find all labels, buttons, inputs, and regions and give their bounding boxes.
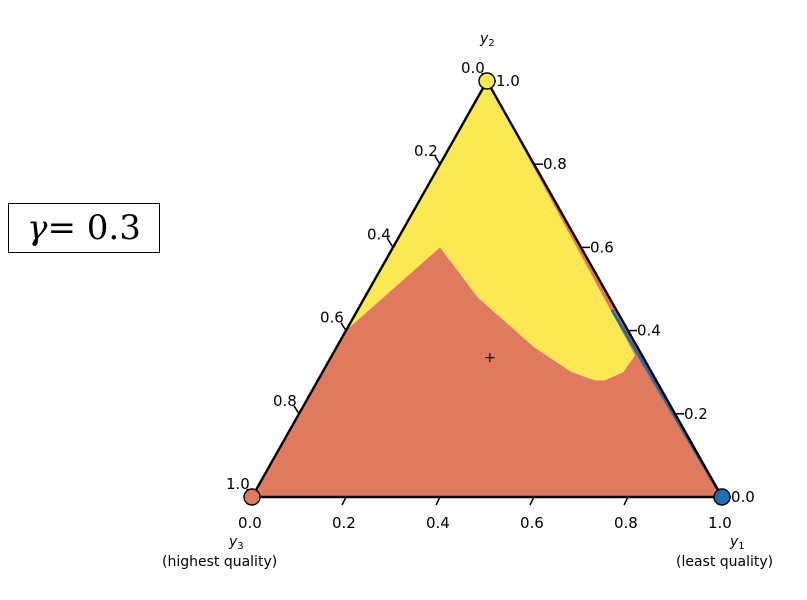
left-tick-label: 0.8 [273, 392, 297, 410]
bottom-tick-label: 0.8 [614, 514, 638, 532]
vertex-marker-y2 [478, 72, 496, 90]
center-marker: + [484, 350, 496, 366]
vertex-marker-y1 [713, 488, 731, 506]
gamma-annotation: γ = 0.3 [8, 203, 160, 253]
left-tick-label: 0.4 [367, 225, 391, 243]
vertex-label-y3: y3 [228, 534, 244, 552]
left-tick [434, 155, 441, 165]
left-tick-label: 1.0 [226, 475, 250, 493]
left-tick-label: 0.6 [320, 309, 344, 327]
left-tick-label: 0.2 [414, 142, 438, 160]
bottom-tick [435, 496, 441, 506]
bottom-tick-label: 0.2 [332, 514, 356, 532]
bottom-tick-label: 1.0 [708, 514, 732, 532]
right-tick-label: 0.8 [543, 155, 567, 173]
right-tick-label: 0.6 [590, 238, 614, 256]
bottom-tick [529, 496, 535, 506]
left-tick [293, 405, 300, 415]
bottom-tick-label: 0.4 [426, 514, 450, 532]
vertex-desc-y1: (least quality) [676, 554, 773, 570]
bottom-tick [341, 496, 347, 506]
gamma-value: = 0.3 [47, 208, 141, 248]
bottom-tick-label: 0.0 [238, 514, 262, 532]
gamma-symbol: γ [27, 208, 48, 248]
right-tick-label: 0.2 [684, 405, 708, 423]
triangle-outline [250, 79, 724, 499]
vertex-label-y1: y1 [729, 534, 745, 552]
left-tick [340, 322, 347, 331]
left-tick [387, 239, 394, 248]
right-tick-label: 0.0 [731, 488, 755, 506]
bottom-tick-label: 0.6 [520, 514, 544, 532]
region-y2 [346, 81, 636, 381]
right-tick-label: 1.0 [496, 72, 520, 90]
right-tick-label: 0.4 [637, 322, 661, 340]
vertex-marker-y3 [243, 488, 261, 506]
left-tick-label: 0.0 [461, 59, 485, 77]
bottom-tick [623, 496, 629, 506]
vertex-label-y2: y2 [479, 31, 495, 49]
vertex-desc-y3: (highest quality) [162, 554, 277, 570]
